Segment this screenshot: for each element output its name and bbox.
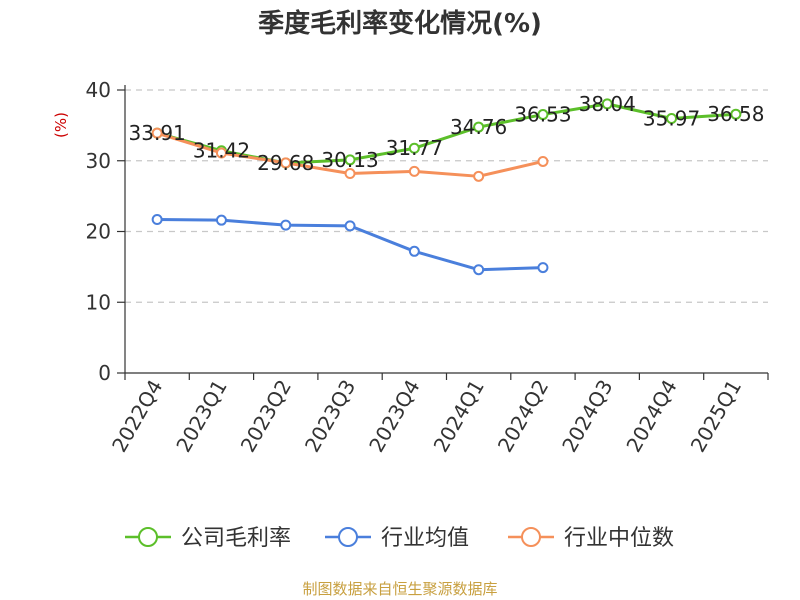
x-tick-label: 2023Q4 [364,376,424,457]
data-labels: 33.91 31.42 29.68 30.13 31.77 34.76 36.53 38.04… [129,92,765,175]
data-point [537,155,549,167]
data-label: 29.68 [257,151,314,175]
data-label: 35.97 [643,107,700,131]
x-tick-label: 2025Q1 [686,376,746,457]
data-point [344,167,356,179]
data-point [280,219,292,231]
data-point [473,170,485,182]
x-tick-label: 2024Q2 [493,376,553,457]
data-label: 31.42 [193,139,250,163]
data-label: 30.13 [321,148,378,172]
data-point [537,262,549,274]
data-label: 36.58 [707,102,764,126]
data-point [344,154,356,166]
data-point [537,109,549,121]
data-point [151,213,163,225]
data-point [408,165,420,177]
legend-marker [138,527,158,547]
x-tick-label: 2022Q4 [107,376,167,457]
data-point [215,214,227,226]
x-tick-label: 2024Q4 [621,376,681,457]
data-point [344,220,356,232]
legend-marker [338,527,358,547]
grid-lines [125,89,768,303]
data-point [473,264,485,276]
y-axis-label: (%) [52,112,70,138]
data-point [151,127,163,139]
data-point [408,142,420,154]
data-label: 38.04 [579,92,636,116]
x-tick-label: 2024Q3 [557,376,617,457]
x-tick-label: 2023Q3 [300,376,360,457]
y-tick-label: 0 [98,361,111,385]
data-point [408,245,420,257]
legend-label: 行业中位数 [564,526,674,551]
x-tick-label: 2023Q1 [171,376,231,457]
legend: 公司毛利率 行业均值 行业中位数 [125,526,674,551]
data-label: 31.77 [386,136,443,160]
data-label: 34.76 [450,115,507,139]
series-layer [151,98,742,276]
y-tick-label: 20 [86,220,111,244]
data-point [730,108,742,120]
x-tick-label: 2023Q2 [236,376,296,457]
data-point [473,121,485,133]
y-tick-label: 40 [86,78,111,102]
data-point [280,157,292,169]
y-tick-label: 30 [86,149,111,173]
data-point [666,113,678,125]
data-point [215,147,227,159]
source-note: 制图数据来自恒生聚源数据库 [302,580,497,598]
x-tick-label: 2024Q1 [429,376,489,457]
legend-marker [521,527,541,547]
data-point [601,98,613,110]
y-tick-label: 10 [86,290,111,314]
data-label: 36.53 [514,103,571,127]
legend-label: 行业均值 [381,526,469,551]
legend-label: 公司毛利率 [181,526,291,551]
chart-title: 季度毛利率变化情况(%) [258,8,542,39]
data-label: 33.91 [129,121,186,145]
